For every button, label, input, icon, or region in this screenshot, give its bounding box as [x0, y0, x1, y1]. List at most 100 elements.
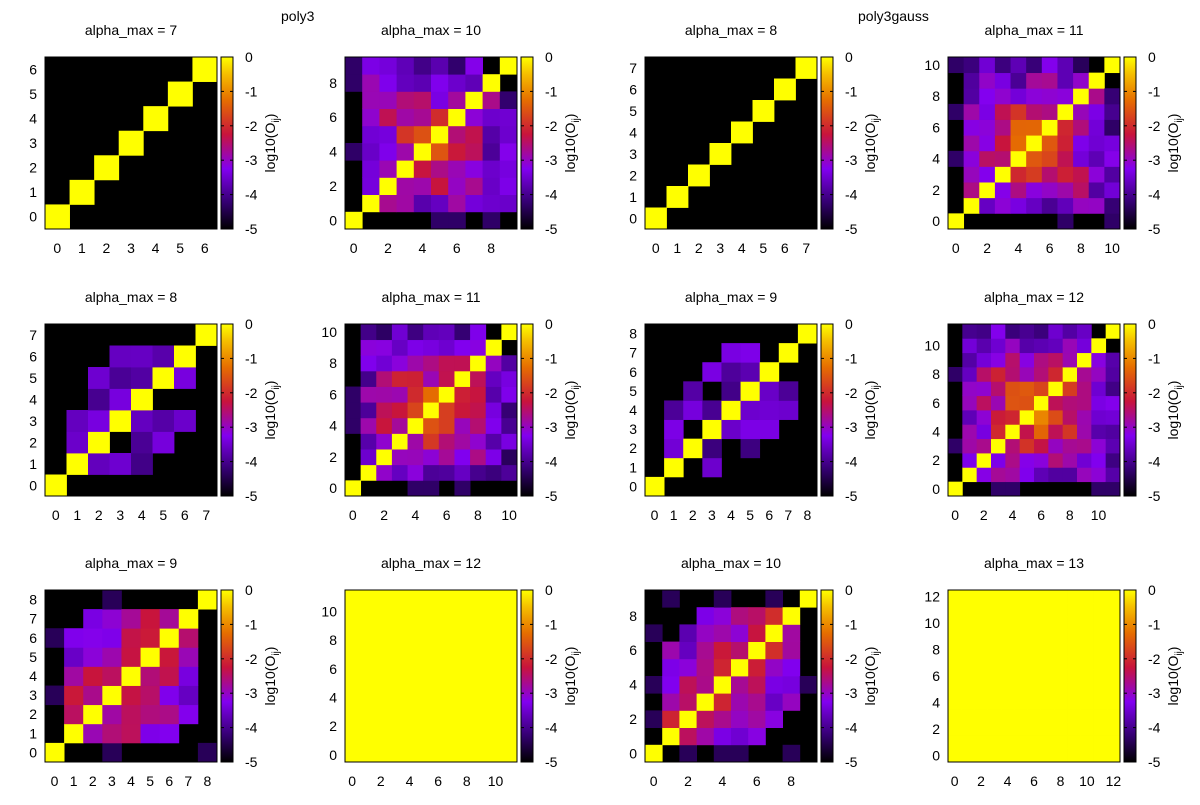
y-tick-label: 6 — [329, 661, 337, 677]
heatmap-cell — [961, 590, 975, 604]
heatmap-cell — [994, 182, 1011, 199]
heatmap-cell — [1040, 709, 1055, 723]
heatmap-panel: alpha_max = 90 1 2 3 4 5 6 7 80123456780-1-2-3-4… — [29, 555, 282, 789]
heatmap-cell — [178, 628, 199, 648]
heatmap-cell — [1041, 103, 1058, 120]
heatmap-cell — [987, 735, 1002, 750]
colorbar-label-sub: ij — [1174, 118, 1185, 122]
colorbar-tick-label: -5 — [845, 488, 858, 504]
heatmap-cell — [1077, 410, 1092, 425]
heatmap-cell — [1019, 381, 1035, 397]
colorbar-tick-label: -5 — [545, 221, 558, 237]
heatmap-cell — [713, 676, 732, 694]
y-tick-label: 2 — [29, 160, 37, 176]
heatmap-cell — [1053, 642, 1068, 657]
heatmap-cell — [140, 723, 161, 744]
heatmap-cell — [465, 194, 483, 213]
colorbar-label-end: ) — [262, 114, 278, 119]
x-tick-label: 0 — [652, 240, 660, 256]
heatmap-cell — [416, 618, 432, 634]
x-tick-label: 5 — [159, 507, 167, 523]
heatmap-cell — [731, 658, 749, 677]
x-tick-label: 0 — [951, 773, 959, 789]
heatmap-cell — [1062, 352, 1078, 368]
colorbar-tick-label: -2 — [845, 385, 858, 401]
heatmap-cell — [413, 74, 432, 92]
heatmap-cell — [1041, 135, 1058, 152]
colorbar-tick-label: -4 — [545, 187, 558, 203]
heatmap-cell — [1019, 338, 1035, 354]
y-tick-label: 8 — [329, 632, 337, 648]
heatmap-cell — [376, 433, 393, 450]
heatmap-cell — [1057, 119, 1074, 136]
heatmap-cell — [402, 747, 418, 763]
colorbar-label: log10(Oij) — [562, 647, 582, 706]
heatmap-cell — [1088, 135, 1105, 152]
heatmap-cell — [1005, 453, 1021, 468]
x-tick-label: 10 — [501, 507, 517, 523]
panel-title: alpha_max = 12 — [984, 289, 1084, 305]
heatmap-cell — [979, 119, 996, 136]
heatmap-cell — [797, 324, 818, 344]
heatmap-cell — [499, 108, 518, 127]
heatmap-cell — [948, 722, 962, 736]
heatmap-cell — [948, 682, 962, 697]
heatmap-cell — [1014, 642, 1028, 657]
x-tick-label: 6 — [781, 240, 789, 256]
heatmap-cell — [1106, 695, 1121, 710]
heatmap-cell — [1000, 709, 1015, 723]
heatmap-cell — [1106, 722, 1121, 736]
heatmap-cell — [69, 179, 95, 205]
y-tick-label: 3 — [29, 687, 37, 703]
heatmap-cell — [1104, 150, 1121, 167]
plot-frame — [947, 589, 1121, 763]
heatmap-cell — [1027, 735, 1042, 750]
heatmap-cell — [345, 417, 362, 434]
heatmap-panel: alpha_max = 10 0 2 4 6 8 0 2 4 6 8 0 -1 -2 -3 -4 -5 log10… — [329, 22, 582, 256]
heatmap-cell — [192, 57, 218, 82]
heatmap-cell — [465, 108, 483, 127]
heatmap-cell — [416, 590, 432, 605]
heatmap-cell — [474, 618, 489, 634]
panel-title: alpha_max = 8 — [85, 289, 177, 305]
heatmap-cell — [345, 480, 362, 497]
heatmap-cell — [360, 449, 377, 466]
heatmap-cell — [1080, 682, 1094, 697]
heatmap-cell — [1053, 669, 1068, 684]
heatmap-cell — [765, 624, 783, 642]
heatmap-cell — [1053, 709, 1068, 723]
y-tick-label: 0 — [932, 481, 940, 497]
heatmap-cell — [1057, 213, 1074, 230]
heatmap-cell — [948, 669, 962, 684]
y-tick-label: 2 — [329, 449, 337, 465]
colorbar — [1123, 589, 1137, 763]
heatmap-cell — [1014, 695, 1028, 710]
x-tick-label: 3 — [127, 240, 135, 256]
y-tick-label: 4 — [329, 418, 337, 434]
heatmap-cell — [396, 194, 415, 213]
heatmap-cell — [948, 656, 962, 670]
heatmap-cell — [1026, 182, 1043, 199]
heatmap-cell — [1067, 603, 1081, 617]
heatmap-cell — [502, 676, 518, 691]
heatmap-cell — [1027, 748, 1042, 763]
heatmap-cell — [388, 661, 403, 677]
heatmap-cell — [362, 57, 380, 75]
heatmap-cell — [465, 57, 483, 75]
heatmap-cell — [359, 633, 375, 648]
heatmap-cell — [64, 704, 84, 725]
heatmap-cell — [1067, 735, 1081, 750]
heatmap-cell — [373, 747, 389, 763]
colorbar-label: log10(Oij) — [1165, 381, 1185, 440]
colorbar-label-main: log10(O — [1165, 123, 1181, 173]
heatmap-cell — [388, 690, 403, 706]
heatmap-cell — [1000, 656, 1015, 670]
heatmap-cell — [407, 355, 424, 372]
x-tick-label: 0 — [651, 507, 659, 523]
heatmap-cell — [1010, 119, 1027, 136]
heatmap-cell — [360, 417, 377, 434]
heatmap-cell — [152, 410, 175, 432]
heatmap-cell — [465, 143, 483, 161]
heatmap-cell — [962, 467, 978, 483]
heatmap-cell — [402, 690, 418, 706]
